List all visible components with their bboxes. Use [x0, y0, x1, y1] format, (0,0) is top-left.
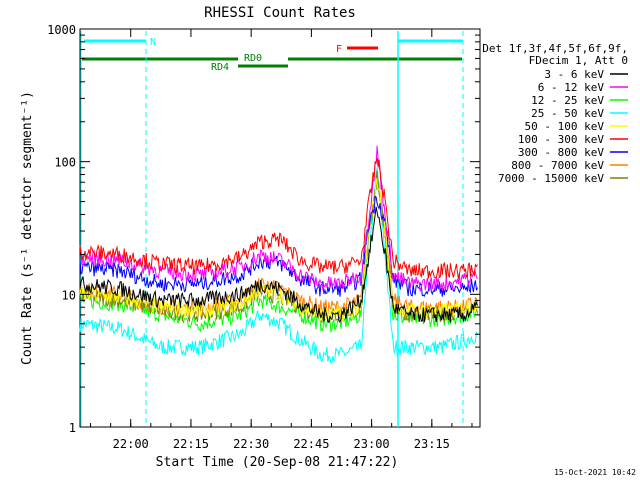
legend-entry-label: 7000 - 15000 keV	[498, 172, 604, 185]
y-tick-label: 1000	[47, 23, 76, 37]
series-line-12to25kev	[79, 181, 478, 334]
x-axis: 22:00 22:15 22:30 22:45 23:00 23:15	[90, 29, 473, 451]
y-axis: 1 10 100 1000	[47, 23, 480, 435]
rd0-label: RD0	[244, 53, 262, 64]
x-tick-label: 22:30	[233, 437, 269, 451]
night-label: N	[150, 37, 156, 48]
legend-entry-label: 6 - 12 keV	[538, 81, 605, 94]
series-line-7000to15000kev	[79, 170, 478, 324]
legend: Det 1f,3f,4f,5f,6f,9f, FDecim 1, Att 0 3…	[482, 42, 628, 185]
legend-entry-label: 25 - 50 keV	[531, 107, 604, 120]
legend-entry-label: 800 - 7000 keV	[511, 159, 604, 172]
x-tick-label: 23:00	[354, 437, 390, 451]
footer-timestamp: 15-Oct-2021 10:42	[554, 468, 636, 477]
series-line-50to100kev	[79, 178, 478, 322]
chart-title: RHESSI Count Rates	[204, 5, 356, 21]
annotation-layer: N RD0 RD4 F	[80, 31, 464, 427]
rd4-label: RD4	[211, 62, 229, 73]
x-tick-label: 23:15	[414, 437, 450, 451]
x-tick-label: 22:00	[113, 437, 149, 451]
y-axis-label: Count Rate (s⁻¹ detector segment⁻¹)	[20, 91, 35, 365]
legend-header-line-2: FDecim 1, Att 0	[529, 54, 628, 67]
series-line-6to12kev	[79, 145, 478, 292]
legend-header-line-1: Det 1f,3f,4f,5f,6f,9f,	[482, 42, 628, 55]
legend-entry-label: 50 - 100 keV	[525, 120, 605, 133]
series-line-100to300kev	[79, 157, 478, 279]
x-tick-label: 22:45	[293, 437, 329, 451]
legend-entry-label: 100 - 300 keV	[518, 133, 604, 146]
legend-entry-label: 12 - 25 keV	[531, 94, 604, 107]
y-tick-label: 100	[54, 156, 76, 170]
legend-entry-label: 300 - 800 keV	[518, 146, 604, 159]
series-line-300to800kev	[79, 195, 478, 297]
plot-border	[79, 28, 481, 428]
y-tick-label: 10	[62, 288, 76, 302]
series-line-25to50kev	[79, 167, 478, 364]
x-tick-label: 22:15	[173, 437, 209, 451]
y-tick-label: 1	[69, 421, 76, 435]
legend-entry-label: 3 - 6 keV	[544, 68, 604, 81]
series-layer	[79, 145, 478, 364]
x-axis-label: Start Time (20-Sep-08 21:47:22)	[156, 455, 399, 470]
flare-label: F	[336, 44, 342, 55]
series-line-3to6kev	[79, 206, 478, 324]
